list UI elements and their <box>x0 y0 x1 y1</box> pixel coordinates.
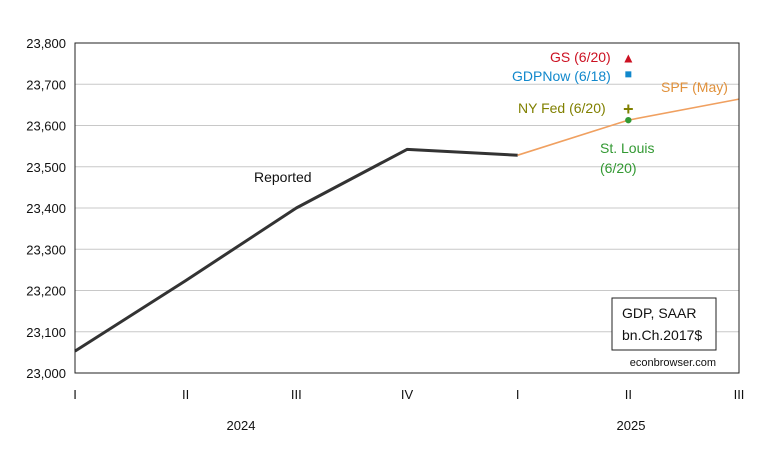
stlouis-label-line-1: St. Louis <box>600 140 654 156</box>
reported-line <box>74 147 518 353</box>
plot-frame <box>74 42 740 374</box>
stlouis-marker <box>625 116 632 124</box>
credit-label: econbrowser.com <box>630 357 716 369</box>
gs-label: GS (6/20) <box>550 49 611 65</box>
y-tick-label: 23,800 <box>26 36 66 51</box>
note-box-line-1: GDP, SAAR <box>622 305 696 321</box>
y-tick-label: 23,300 <box>26 242 66 257</box>
reported-label: Reported <box>254 169 312 185</box>
gridlines <box>75 83 739 333</box>
note-box-line-2: bn.Ch.2017$ <box>622 327 702 343</box>
x-tick-label: II <box>182 387 189 402</box>
y-tick-label: 23,400 <box>26 201 66 216</box>
y-tick-label: 23,100 <box>26 325 66 340</box>
y-tick-label: 23,200 <box>26 284 66 299</box>
x-tick-label: I <box>73 387 77 402</box>
x-tick-label: II <box>625 387 632 402</box>
note-box-frame <box>611 297 717 351</box>
nyfed-label: NY Fed (6/20) <box>518 100 606 116</box>
y-tick-label: 23,600 <box>26 119 66 134</box>
annotations: Reported SPF (May) GS (6/20) GDPNow (6/1… <box>254 49 728 185</box>
stlouis-label-line-2: (6/20) <box>600 160 637 176</box>
x-tick-label: III <box>291 387 302 402</box>
forecast-markers <box>623 54 633 124</box>
y-tick-labels: 23,000 23,100 23,200 23,300 23,400 23,500 23,6… <box>26 36 66 381</box>
year-label: 2025 <box>617 418 646 433</box>
y-tick-label: 23,700 <box>26 77 66 92</box>
spf-label: SPF (May) <box>661 79 728 95</box>
gs-marker <box>624 54 633 63</box>
gdpnow-marker <box>625 71 632 78</box>
note-box: GDP, SAAR bn.Ch.2017$ <box>611 297 717 351</box>
x-tick-label: I <box>516 387 520 402</box>
year-label: 2024 <box>227 418 256 433</box>
y-tick-label: 23,000 <box>26 366 66 381</box>
x-tick-label: IV <box>401 387 414 402</box>
x-tick-label: III <box>734 387 745 402</box>
gdpnow-label: GDPNow (6/18) <box>512 68 611 84</box>
y-tick-label: 23,500 <box>26 160 66 175</box>
